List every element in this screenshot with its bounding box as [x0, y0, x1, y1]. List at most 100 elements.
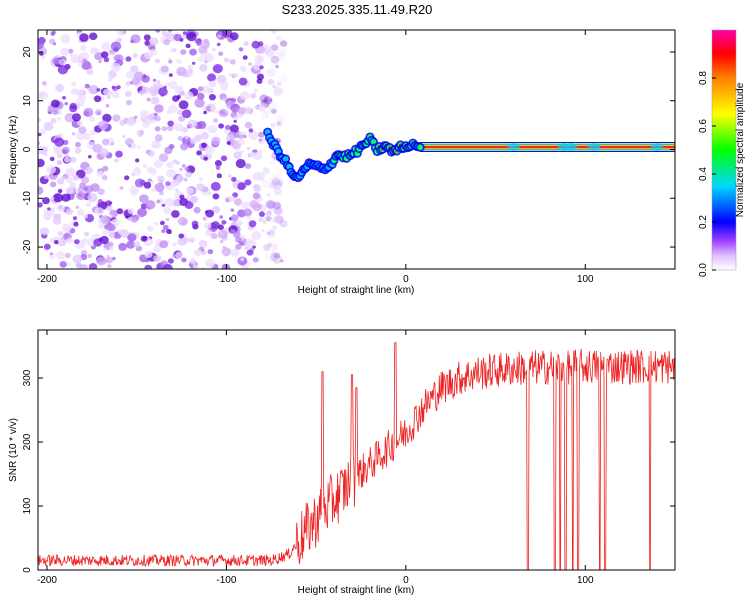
noise-speckle: [243, 41, 249, 46]
noise-speckle: [237, 182, 246, 191]
noise-speckle: [275, 115, 286, 125]
noise-speckle: [183, 177, 188, 182]
noise-speckle: [191, 61, 196, 65]
noise-speckle: [65, 208, 73, 215]
noise-speckle: [73, 221, 79, 227]
noise-speckle: [105, 256, 114, 264]
noise-speckle: [216, 173, 222, 179]
noise-speckle: [71, 81, 77, 87]
noise-speckle: [253, 184, 262, 192]
noise-speckle: [217, 229, 228, 239]
noise-speckle: [38, 93, 41, 98]
noise-speckle: [273, 86, 284, 96]
noise-speckle: [143, 181, 152, 189]
noise-speckle: [190, 257, 195, 262]
colorbar-label: Normalized spectral amplitude: [735, 82, 746, 217]
noise-speckle: [269, 181, 278, 189]
noise-speckle: [64, 113, 76, 123]
carrier-blob-core: [282, 156, 289, 162]
noise-speckle: [178, 115, 186, 122]
noise-speckle: [168, 104, 178, 114]
noise-speckle: [235, 219, 244, 227]
colorbar-tick-label: 0.0: [698, 263, 709, 277]
noise-speckle: [38, 145, 47, 155]
noise-speckle: [152, 78, 157, 82]
noise-speckle: [158, 153, 169, 162]
noise-speckle: [258, 131, 265, 138]
noise-speckle: [201, 142, 207, 148]
noise-speckle: [153, 255, 161, 262]
noise-speckle: [65, 167, 76, 177]
noise-speckle: [264, 96, 270, 101]
noise-speckle: [261, 44, 272, 54]
noise-speckle: [103, 88, 112, 96]
noise-speckle: [122, 135, 126, 139]
noise-speckle: [177, 109, 184, 116]
noise-speckle: [165, 217, 170, 222]
noise-speckle: [124, 90, 132, 97]
noise-speckle: [198, 56, 204, 62]
noise-speckle: [211, 221, 220, 230]
noise-speckle: [125, 215, 129, 219]
noise-speckle: [70, 156, 77, 163]
noise-speckle: [212, 64, 223, 74]
noise-speckle: [180, 143, 189, 151]
noise-speckle: [163, 39, 171, 46]
noise-speckle: [213, 118, 218, 123]
noise-speckle: [143, 34, 151, 41]
noise-speckle: [242, 55, 248, 60]
noise-speckle: [217, 224, 224, 230]
noise-speckle: [193, 206, 201, 214]
colorbar-tick-label: 0.4: [698, 167, 709, 181]
noise-speckle: [88, 263, 98, 269]
noise-speckle: [103, 57, 110, 63]
noise-speckle: [153, 245, 162, 253]
noise-speckle: [102, 228, 110, 236]
noise-speckle: [132, 167, 142, 176]
noise-speckle: [266, 193, 271, 197]
noise-speckle: [82, 238, 88, 244]
noise-speckle: [89, 129, 96, 136]
noise-speckle: [62, 96, 66, 100]
noise-speckle: [172, 48, 177, 53]
noise-speckle: [165, 181, 171, 187]
noise-speckle: [94, 207, 104, 216]
noise-speckle: [83, 133, 91, 140]
noise-speckle: [90, 47, 98, 55]
noise-speckle: [258, 138, 263, 142]
noise-speckle: [116, 208, 124, 215]
noise-speckle: [237, 107, 246, 115]
noise-speckle: [166, 162, 172, 167]
noise-speckle: [208, 80, 217, 88]
noise-speckle: [221, 263, 231, 269]
noise-speckle: [261, 179, 271, 188]
noise-speckle: [83, 107, 94, 118]
noise-speckle: [65, 252, 71, 259]
noise-speckle: [93, 238, 103, 247]
noise-speckle: [56, 116, 61, 121]
noise-speckle: [191, 120, 197, 126]
noise-speckle: [140, 235, 148, 242]
noise-speckle: [191, 220, 199, 227]
noise-speckle: [271, 50, 279, 58]
noise-speckle: [187, 64, 194, 70]
noise-speckle: [114, 158, 119, 163]
noise-speckle: [155, 30, 161, 33]
noise-speckle: [264, 253, 271, 259]
noise-speckle: [268, 229, 276, 236]
noise-speckle: [178, 233, 184, 239]
noise-speckle: [272, 85, 276, 89]
noise-speckle: [217, 34, 221, 38]
noise-speckle: [98, 60, 102, 64]
noise-speckle: [102, 165, 109, 172]
noise-speckle: [270, 55, 280, 64]
noise-speckle: [207, 73, 216, 82]
noise-speckle: [69, 104, 78, 113]
noise-speckle: [184, 166, 189, 171]
noise-speckle: [200, 132, 209, 140]
noise-speckle: [271, 251, 277, 258]
noise-speckle: [142, 164, 148, 169]
noise-speckle: [233, 119, 237, 123]
noise-speckle: [194, 134, 202, 142]
